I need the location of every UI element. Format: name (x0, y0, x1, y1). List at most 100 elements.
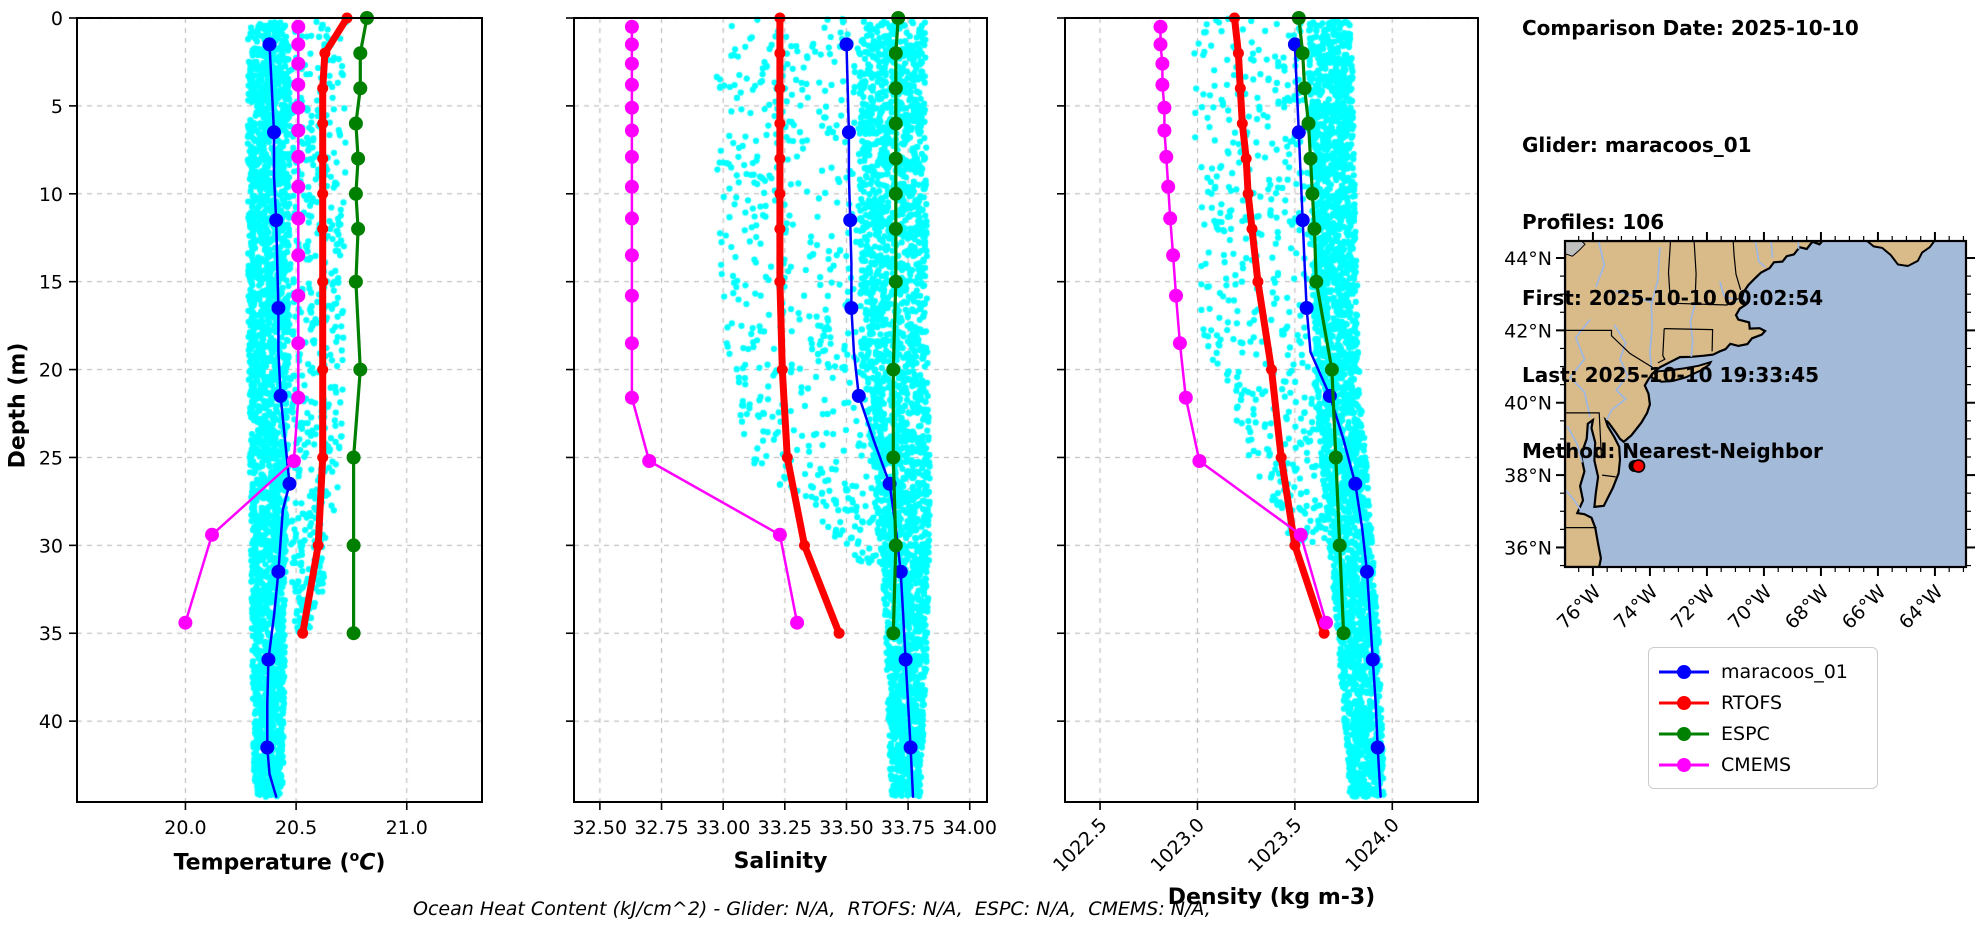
CMEMS-profile-line (1159, 25, 1328, 624)
y-tick-label: 40 (39, 711, 63, 733)
RTOFS-marker (319, 47, 331, 59)
RTOFS-marker (1234, 82, 1246, 94)
map-land-nova-scotia (1865, 241, 1936, 268)
legend-label-maracoos: maracoos_01 (1721, 660, 1848, 683)
maracoos_01-marker (903, 740, 918, 755)
maracoos_01-marker (273, 388, 288, 403)
temperature-label-suffix: ) (375, 850, 386, 876)
ESPC-marker (346, 626, 361, 641)
maracoos_01-marker (1370, 740, 1385, 755)
CMEMS-marker (1192, 454, 1207, 468)
map-state-border (1670, 297, 1739, 306)
RTOFS-marker (1242, 188, 1254, 200)
map-lon-label: 74°W (1610, 581, 1663, 634)
CMEMS-marker (624, 248, 639, 263)
RTOFS-marker (774, 223, 786, 235)
maracoos_01-marker (262, 37, 277, 52)
RTOFS-marker (1246, 223, 1258, 235)
last-time-text: Last: 2025-10-10 19:33:45 (1522, 362, 1820, 387)
legend-item-maracoos: maracoos_01 (1657, 656, 1867, 687)
legend-marker-rtofs-icon (1659, 695, 1709, 710)
CMEMS-marker (1161, 179, 1176, 194)
ESPC-marker (1305, 186, 1320, 201)
RTOFS-marker (774, 276, 786, 288)
profiles-count-text: Profiles: 106 (1522, 209, 1665, 234)
legend-item-espc: ESPC (1657, 718, 1867, 749)
ESPC-marker (346, 450, 361, 465)
RTOFS-marker (317, 276, 329, 288)
CMEMS-marker (1293, 527, 1308, 542)
CMEMS-marker (1319, 615, 1333, 630)
temperature-label-sup: o (349, 849, 360, 865)
map-lon-label: 72°W (1667, 581, 1720, 634)
legend-marker-espc-icon (1659, 726, 1709, 741)
CMEMS-marker (291, 56, 306, 71)
CMEMS-marker (1153, 19, 1168, 34)
CMEMS-marker (624, 390, 639, 405)
legend-item-rtofs: RTOFS (1657, 687, 1867, 718)
RTOFS-marker (774, 188, 786, 200)
RTOFS-marker (1318, 627, 1330, 639)
CMEMS-marker (291, 211, 306, 226)
map-river (1568, 318, 1591, 418)
RTOFS-marker (317, 118, 329, 129)
ESPC-marker (1328, 450, 1343, 465)
map-river (1595, 241, 1606, 288)
density-axis-label: Density (kg m-3) (1167, 885, 1376, 910)
ESPC-marker (353, 362, 368, 377)
map-river (1754, 241, 1766, 268)
y-tick-label: 20 (39, 360, 63, 382)
map-river (1649, 247, 1661, 369)
CMEMS-marker (291, 248, 306, 263)
x-tick-label: 1023.5 (1244, 814, 1307, 877)
RTOFS-marker (776, 364, 788, 376)
ESPC-marker (353, 81, 368, 96)
ocean-heat-content-text: Ocean Heat Content (kJ/cm^2) - Glider: N… (413, 898, 1211, 920)
maracoos_01-profile-line (845, 43, 915, 798)
RTOFS-marker (1275, 452, 1287, 463)
ESPC-marker (888, 538, 903, 553)
y-tick-label: 35 (39, 623, 63, 645)
RTOFS-marker (317, 223, 329, 235)
RTOFS-profile-line (1231, 14, 1328, 637)
map-glider-position-dot (1631, 459, 1646, 473)
CMEMS-marker (624, 211, 639, 226)
first-time-text: First: 2025-10-10 00:02:54 (1522, 286, 1824, 310)
x-tick-label: 33.00 (696, 817, 750, 839)
CMEMS-marker (1172, 336, 1187, 351)
ESPC-marker (1336, 626, 1351, 641)
RTOFS-marker (781, 452, 793, 463)
CMEMS-marker (291, 19, 306, 34)
x-tick-label: 1022.5 (1049, 814, 1112, 877)
map-river (1615, 289, 1652, 303)
ESPC-marker (353, 46, 368, 61)
ESPC-marker (888, 46, 903, 61)
map-state-border (1667, 241, 1672, 304)
CMEMS-marker (291, 123, 306, 138)
maracoos_01-marker (893, 564, 908, 579)
temperature-axis-label: Temperature (oC) (77, 849, 482, 875)
ESPC-marker (886, 450, 901, 465)
map-lon-label: 66°W (1838, 581, 1891, 634)
CMEMS-marker (624, 37, 639, 52)
maracoos_01-marker (271, 301, 286, 315)
CMEMS-marker (624, 336, 639, 351)
glider-info-block: Glider: maracoos_01 Profiles: 106 First:… (1522, 82, 1823, 516)
maracoos_01-marker (260, 740, 275, 755)
ESPC-marker (888, 81, 903, 96)
map-lat-label: 42°N (1504, 320, 1552, 342)
CMEMS-marker (1163, 211, 1178, 226)
plot-frame (76, 17, 483, 803)
RTOFS-profile-line (776, 14, 843, 637)
RTOFS-profile-line (299, 14, 351, 637)
RTOFS-marker (774, 82, 786, 94)
CMEMS-marker (790, 615, 805, 630)
maracoos_01-marker (851, 388, 866, 403)
RTOFS-marker (1266, 364, 1277, 376)
legend: maracoos_01 RTOFS ESPC CMEMS (1648, 647, 1878, 789)
map-lat-label: 36°N (1504, 537, 1552, 559)
maracoos_01-marker (1299, 301, 1314, 315)
ESPC-marker (351, 151, 366, 166)
ESPC-marker (1297, 81, 1312, 96)
